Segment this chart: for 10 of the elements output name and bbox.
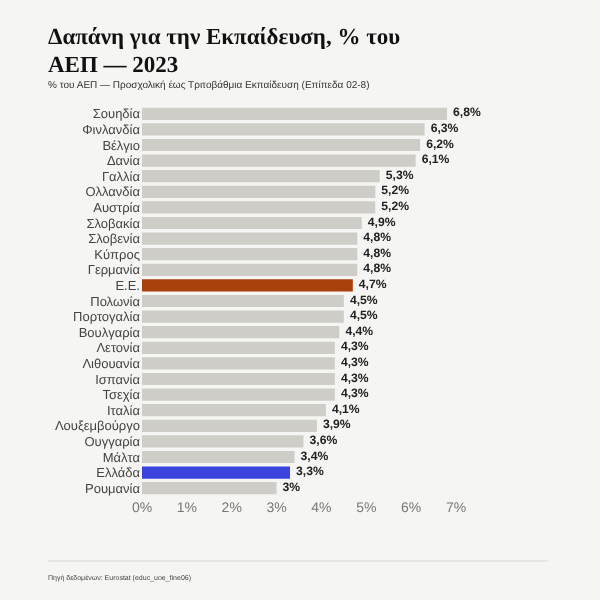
bar xyxy=(142,372,335,386)
bar xyxy=(142,294,344,308)
bar xyxy=(142,466,291,479)
bar xyxy=(142,279,353,292)
bar xyxy=(142,263,358,276)
bar xyxy=(142,482,277,495)
bar xyxy=(142,450,295,464)
bar xyxy=(142,216,362,230)
bar xyxy=(142,138,421,152)
chart-title: Δαπάνη για την Εκπαίδευση, % του ΑΕΠ — 2023 xyxy=(48,24,403,80)
